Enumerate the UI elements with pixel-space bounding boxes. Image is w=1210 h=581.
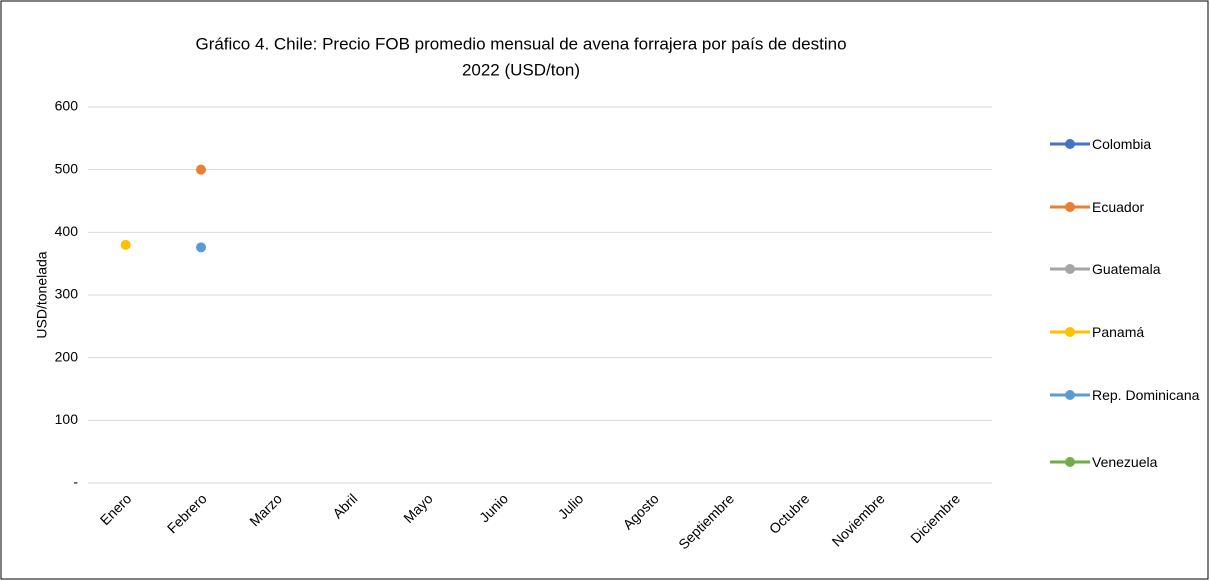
y-tick-label: 200 — [55, 348, 79, 364]
legend-label: Ecuador — [1092, 199, 1145, 215]
data-point — [196, 164, 206, 175]
legend-label: Colombia — [1092, 136, 1152, 152]
legend-dot — [1065, 139, 1075, 149]
legend-item: Panamá — [1050, 322, 1202, 342]
chart-title: Gráfico 4. Chile: Precio FOB promedio me… — [195, 34, 846, 53]
legend-marker — [1050, 327, 1090, 337]
legend-label: Venezuela — [1092, 454, 1158, 470]
legend-label: Rep. Dominicana — [1092, 387, 1200, 403]
legend-marker — [1050, 390, 1090, 400]
legend-marker — [1050, 264, 1090, 274]
legend-marker — [1050, 139, 1090, 149]
legend-dot — [1065, 327, 1075, 337]
legend-item: Ecuador — [1050, 197, 1202, 217]
y-tick-label: 400 — [55, 223, 79, 239]
legend-label: Guatemala — [1092, 261, 1161, 277]
legend-item: Venezuela — [1050, 452, 1202, 472]
legend-marker — [1050, 202, 1090, 212]
legend-item: Rep. Dominicana — [1050, 385, 1202, 405]
legend-marker — [1050, 457, 1090, 467]
y-tick-label: - — [73, 474, 78, 490]
chart-subtitle: 2022 (USD/ton) — [462, 60, 580, 79]
legend-item: Colombia — [1050, 134, 1202, 154]
legend-dot — [1065, 457, 1075, 467]
legend-dot — [1065, 202, 1075, 212]
y-tick-label: 600 — [55, 98, 79, 114]
legend-dot — [1065, 390, 1075, 400]
legend-item: Guatemala — [1050, 259, 1202, 279]
legend-dot — [1065, 264, 1075, 274]
y-axis-label: USD/tonelada — [34, 251, 50, 338]
y-tick-label: 500 — [55, 160, 79, 176]
data-point — [196, 242, 206, 253]
data-point — [120, 239, 131, 250]
y-tick-label: 100 — [55, 411, 79, 427]
legend-label: Panamá — [1092, 324, 1145, 340]
y-tick-label: 300 — [55, 286, 79, 302]
